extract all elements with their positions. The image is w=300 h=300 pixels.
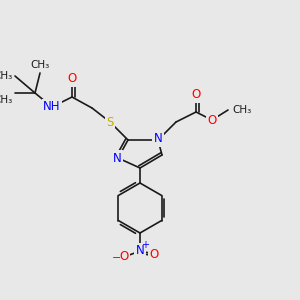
Text: N: N bbox=[136, 244, 144, 257]
Text: O: O bbox=[149, 248, 159, 260]
Text: CH₃: CH₃ bbox=[0, 95, 13, 105]
Text: O: O bbox=[119, 250, 129, 263]
Text: +: + bbox=[141, 240, 149, 250]
Text: N: N bbox=[112, 152, 122, 164]
Text: O: O bbox=[207, 113, 217, 127]
Text: CH₃: CH₃ bbox=[232, 105, 251, 115]
Text: CH₃: CH₃ bbox=[0, 71, 13, 81]
Text: N: N bbox=[154, 133, 162, 146]
Text: CH₃: CH₃ bbox=[30, 60, 50, 70]
Text: NH: NH bbox=[43, 100, 61, 113]
Text: O: O bbox=[191, 88, 201, 101]
Text: −: − bbox=[112, 253, 122, 263]
Text: O: O bbox=[68, 73, 76, 85]
Text: S: S bbox=[106, 116, 114, 128]
